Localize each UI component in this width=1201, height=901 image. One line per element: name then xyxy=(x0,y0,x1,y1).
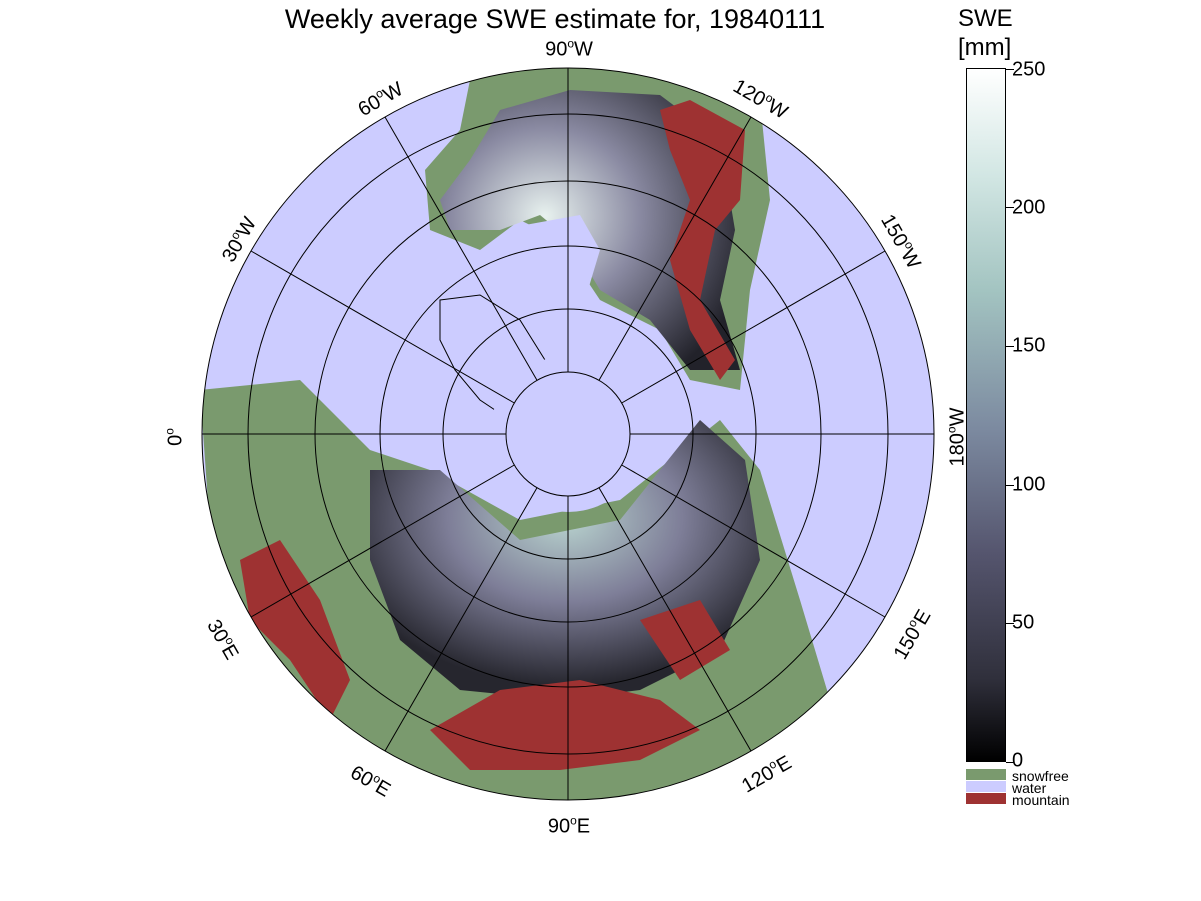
rockies-mountain xyxy=(660,100,745,380)
colorbar-title: SWE [mm] xyxy=(958,4,1013,62)
colorbar xyxy=(966,68,1006,762)
legend-label-mountain: mountain xyxy=(1012,792,1070,808)
colorbar-tick-label: 100 xyxy=(1012,473,1046,496)
lon-label-0: 0o xyxy=(162,428,187,446)
polar-map xyxy=(201,67,935,801)
colorbar-tick-label: 150 xyxy=(1012,334,1046,357)
meridian-line xyxy=(250,250,515,404)
meridian-line xyxy=(384,487,538,752)
colorbar-tick xyxy=(1006,69,1014,70)
colorbar-tick-label: 200 xyxy=(1012,196,1046,219)
colorbar-tick-label: 250 xyxy=(1012,58,1046,81)
meridian-line xyxy=(384,116,538,381)
colorbar-tick xyxy=(1006,485,1014,486)
colorbar-tick-label: 50 xyxy=(1012,611,1035,634)
meridian-line xyxy=(250,464,515,618)
eurasia-mountain-west xyxy=(240,540,350,720)
colorbar-tick xyxy=(1006,346,1014,347)
lon-label-90w: 90oW xyxy=(545,36,593,61)
north-america-snow xyxy=(440,90,740,370)
meridian-line xyxy=(621,250,886,404)
colorbar-tick-label: 0 xyxy=(1012,749,1024,772)
legend-label-water: water xyxy=(1012,780,1047,796)
hudson-bay xyxy=(525,215,600,300)
lon-label-90e: 90oE xyxy=(547,813,591,838)
legend-label-snowfree: snowfree xyxy=(1012,768,1069,784)
arctic-ocean xyxy=(490,356,646,512)
map-title: Weekly average SWE estimate for, 1984011… xyxy=(284,4,826,34)
meridian-line xyxy=(598,487,752,752)
meridian-line xyxy=(621,464,886,618)
legend-swatch-mountain xyxy=(966,793,1006,804)
colorbar-tick xyxy=(1006,762,1014,763)
legend-swatch-snowfree xyxy=(966,769,1006,780)
meridian-line xyxy=(598,116,752,381)
colorbar-tick xyxy=(1006,623,1014,624)
eurasia-mountain-east xyxy=(640,600,730,680)
legend-swatch-water xyxy=(966,781,1006,792)
colorbar-title-line2: [mm] xyxy=(958,34,1012,61)
colorbar-title-line1: SWE xyxy=(958,5,1013,32)
colorbar-tick xyxy=(1006,207,1014,208)
graticule xyxy=(201,67,935,801)
